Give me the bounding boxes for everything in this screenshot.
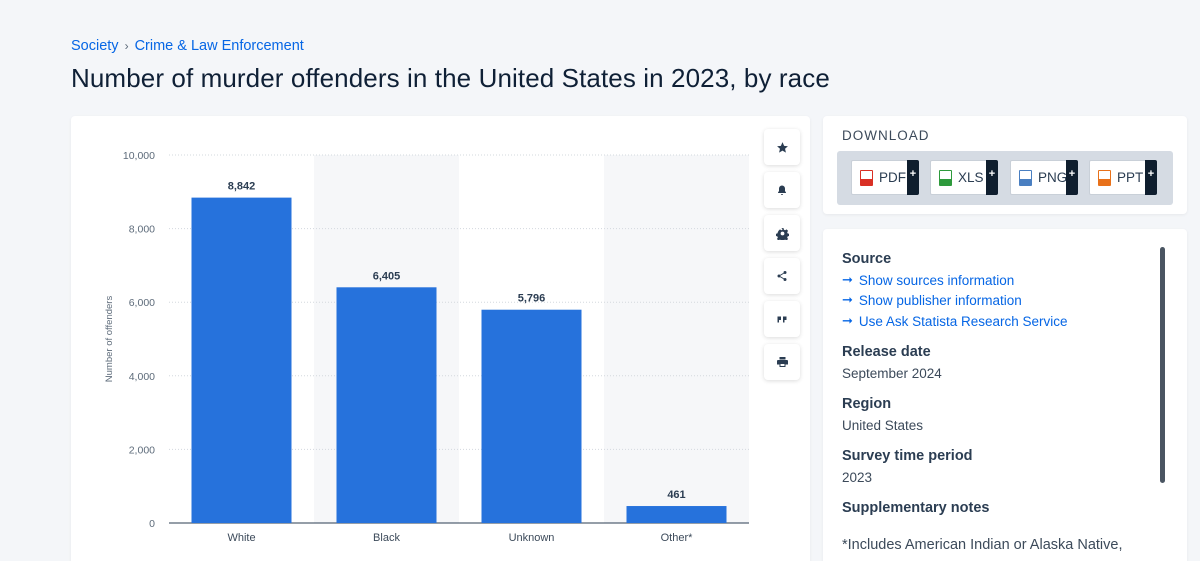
cite-button[interactable] — [764, 301, 800, 337]
download-buttons: PDF + XLS + PNG + PPT + — [837, 151, 1173, 205]
download-format-label: PPT — [1117, 170, 1144, 185]
show-sources-label: Show sources information — [858, 272, 1015, 288]
download-xls-options-button[interactable]: + — [986, 160, 998, 195]
pdf-file-icon — [860, 169, 873, 186]
show-publisher-link[interactable]: ➞ Show publisher information — [842, 292, 1022, 308]
y-tick-label: 6,000 — [129, 297, 155, 309]
survey-period-heading: Survey time period — [842, 448, 973, 464]
bar-other — [626, 506, 727, 523]
bar-unknown — [481, 309, 582, 523]
y-axis-label: Number of offenders — [104, 296, 115, 383]
quote-icon — [776, 313, 788, 325]
favorite-button[interactable] — [764, 129, 800, 165]
download-ppt-options-button[interactable]: + — [1145, 160, 1157, 195]
notification-button[interactable] — [764, 172, 800, 208]
region-heading: Region — [842, 396, 892, 412]
print-button[interactable] — [764, 344, 800, 380]
gear-icon — [775, 227, 789, 240]
bar-black — [336, 287, 437, 523]
info-scrollbar[interactable] — [1160, 247, 1165, 483]
y-tick-label: 0 — [149, 518, 155, 530]
release-date-value: September 2024 — [842, 366, 942, 381]
data-label: 461 — [667, 489, 685, 501]
supplementary-notes-heading: Supplementary notes — [842, 500, 990, 516]
arrow-right-icon: ➞ — [842, 272, 853, 287]
data-label: 6,405 — [373, 270, 401, 282]
download-panel: DOWNLOAD PDF + XLS + PNG + PPT + — [823, 116, 1187, 214]
printer-icon — [776, 356, 789, 368]
column-band — [604, 155, 749, 523]
download-png-options-button[interactable]: + — [1066, 160, 1078, 195]
png-file-icon — [1019, 169, 1032, 186]
x-tick-label: Other* — [661, 532, 694, 544]
settings-button[interactable] — [764, 215, 800, 251]
star-icon — [776, 141, 789, 154]
x-tick-label: Black — [373, 532, 400, 544]
xls-file-icon — [939, 169, 952, 186]
statistic-info-panel: Source ➞ Show sources information ➞ Show p… — [823, 229, 1187, 561]
survey-period-value: 2023 — [842, 470, 873, 485]
breadcrumb: Society › Crime & Law Enforcement — [71, 38, 304, 54]
supplementary-notes-value: *Includes American Indian or Alaska Nati… — [842, 537, 1123, 553]
show-sources-link[interactable]: ➞ Show sources information — [842, 272, 1014, 288]
data-label: 5,796 — [518, 293, 546, 305]
x-tick-label: Unknown — [509, 532, 555, 544]
chart-card: 0 2,000 4,000 6,000 8,000 10,000 8,842 White 6,4… — [71, 116, 810, 561]
ask-statista-label: Use Ask Statista Research Service — [858, 313, 1068, 329]
source-heading: Source — [842, 251, 892, 267]
release-date-heading: Release date — [842, 344, 931, 360]
y-tick-label: 10,000 — [123, 150, 155, 162]
download-format-label: PNG — [1038, 170, 1068, 185]
download-format-label: XLS — [958, 170, 984, 185]
ask-statista-link[interactable]: ➞ Use Ask Statista Research Service — [842, 313, 1068, 329]
x-tick-label: White — [227, 532, 255, 544]
share-button[interactable] — [764, 258, 800, 294]
bar-chart: 0 2,000 4,000 6,000 8,000 10,000 8,842 White 6,4… — [104, 150, 749, 544]
download-title: DOWNLOAD — [842, 128, 930, 143]
ppt-file-icon — [1098, 169, 1111, 186]
y-tick-label: 2,000 — [129, 444, 155, 456]
arrow-right-icon: ➞ — [842, 292, 853, 307]
page-title: Number of murder offenders in the United… — [71, 63, 830, 93]
arrow-right-icon: ➞ — [842, 313, 853, 328]
download-format-label: PDF — [879, 170, 906, 185]
region-value: United States — [842, 418, 924, 433]
breadcrumb-item-crime[interactable]: Crime & Law Enforcement — [134, 38, 304, 54]
y-tick-label: 4,000 — [129, 371, 155, 383]
download-pdf-options-button[interactable]: + — [907, 160, 919, 195]
breadcrumb-item-society[interactable]: Society — [71, 38, 119, 54]
share-icon — [776, 270, 788, 282]
show-publisher-label: Show publisher information — [858, 292, 1022, 308]
breadcrumb-separator: › — [124, 39, 129, 53]
bell-icon — [776, 184, 788, 197]
y-tick-label: 8,000 — [129, 224, 155, 236]
data-label: 8,842 — [228, 181, 256, 193]
bar-white — [191, 197, 292, 523]
